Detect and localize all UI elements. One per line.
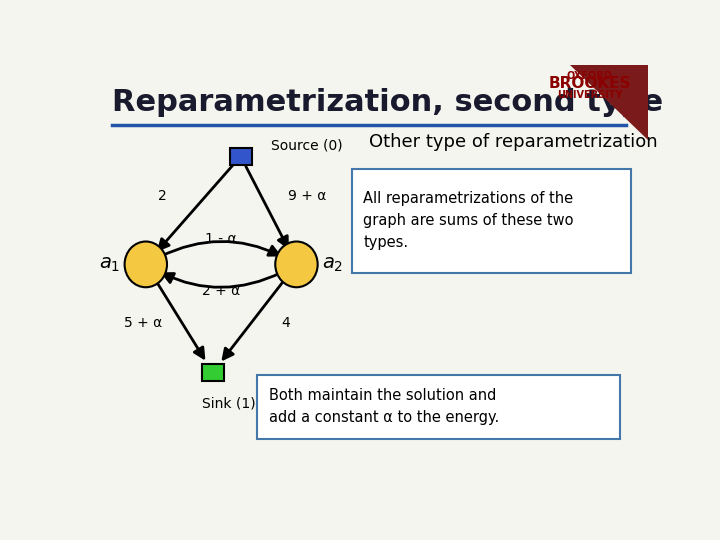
Text: Both maintain the solution and
add a constant α to the energy.: Both maintain the solution and add a con… — [269, 388, 499, 426]
Text: $a_1$: $a_1$ — [99, 255, 120, 274]
Text: BROOKES: BROOKES — [548, 76, 631, 91]
Text: 2: 2 — [158, 189, 167, 203]
Text: $a_2$: $a_2$ — [322, 255, 343, 274]
Bar — [352, 168, 631, 273]
Polygon shape — [570, 65, 648, 140]
Bar — [202, 364, 224, 381]
Ellipse shape — [125, 241, 167, 287]
Text: OXFORD: OXFORD — [567, 71, 612, 82]
Bar — [230, 148, 252, 165]
Text: 1 - α: 1 - α — [205, 232, 237, 246]
Text: 4: 4 — [281, 315, 289, 329]
Text: 9 + α: 9 + α — [289, 189, 327, 203]
Ellipse shape — [275, 241, 318, 287]
Text: 2 + α: 2 + α — [202, 285, 240, 299]
Text: Reparametrization, second type: Reparametrization, second type — [112, 87, 663, 117]
Text: Other type of reparametrization: Other type of reparametrization — [369, 133, 657, 151]
Text: All reparametrizations of the
graph are sums of these two
types.: All reparametrizations of the graph are … — [364, 191, 574, 251]
Text: 5 + α: 5 + α — [124, 315, 162, 329]
Text: Sink (1): Sink (1) — [202, 397, 255, 411]
Text: Source (0): Source (0) — [271, 139, 343, 153]
Bar — [258, 375, 620, 439]
Text: UNIVERSITY: UNIVERSITY — [557, 90, 622, 100]
